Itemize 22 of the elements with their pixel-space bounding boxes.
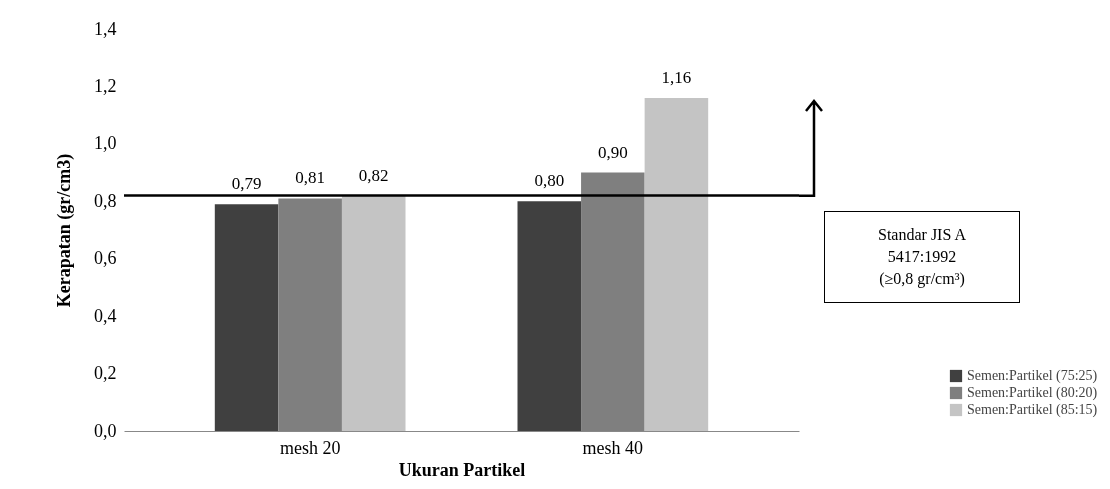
data-label: 0,81 xyxy=(295,168,326,188)
legend-label: Semen:Partikel (80:20) xyxy=(967,385,1098,401)
data-label: 0,90 xyxy=(597,142,628,162)
legend-label: Semen:Partikel (75:25) xyxy=(967,368,1098,384)
data-label: 0,82 xyxy=(358,165,389,185)
y-tick-label: 1,0 xyxy=(94,133,117,154)
x-tick-label: mesh 20 xyxy=(279,437,341,458)
y-axis-title: Kerapatan (gr/cm3) xyxy=(54,153,75,308)
text-box: Standar JIS A 5417:1992 (≥0,8 gr/cm³) xyxy=(824,210,1020,303)
x-tick-label: mesh 40 xyxy=(582,437,644,458)
y-tick-label: 0,8 xyxy=(94,190,117,211)
y-tick-label: 1,4 xyxy=(94,18,117,39)
y-tick-label: 0,2 xyxy=(94,363,117,384)
x-axis-title: Ukuran Partikel xyxy=(398,459,526,480)
data-label: 0,79 xyxy=(231,174,262,194)
y-tick-label: 0,4 xyxy=(94,305,117,326)
legend-label: Semen:Partikel (85:15) xyxy=(967,402,1098,418)
data-label: 1,16 xyxy=(661,67,692,87)
y-tick-label: 1,2 xyxy=(94,75,117,96)
data-label: 0,80 xyxy=(534,171,565,191)
y-tick-label: 0,0 xyxy=(94,420,117,441)
y-tick-label: 0,6 xyxy=(94,248,117,269)
